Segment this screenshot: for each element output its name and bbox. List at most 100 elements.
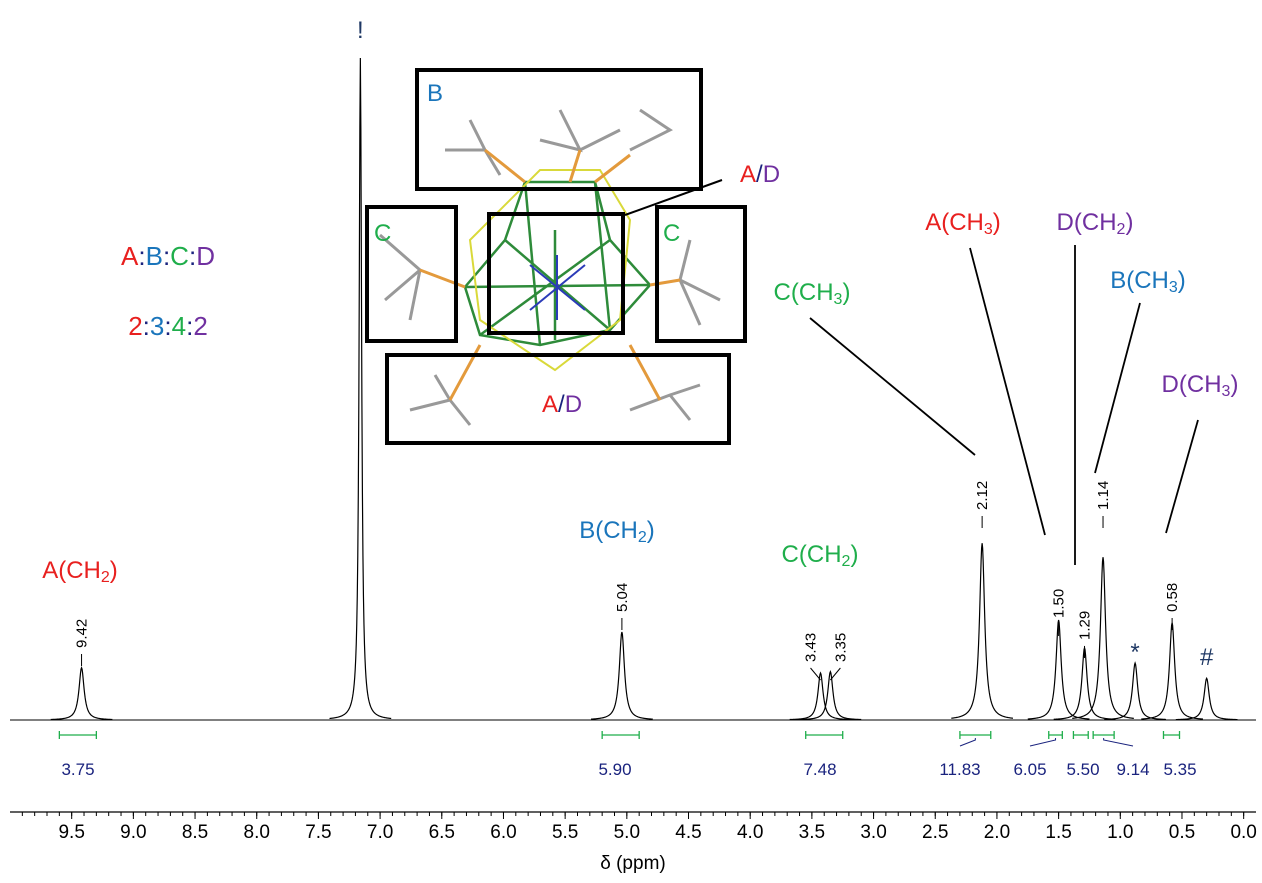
x-tick-label: 9.5 <box>58 822 84 843</box>
integral-label: 5.35 <box>1163 760 1196 779</box>
annotation: D(CH2) <box>1057 209 1134 238</box>
ratio-separator: : <box>163 241 170 271</box>
box-label: A/D <box>740 161 780 188</box>
annotation-part: ) <box>842 279 850 306</box>
integral-bracket <box>806 731 843 739</box>
structure <box>367 70 745 443</box>
integral-bracket <box>960 731 991 739</box>
box-label: A/D <box>542 391 582 418</box>
peak-marker: * <box>1130 639 1139 666</box>
label-part: D <box>763 161 780 188</box>
annotation-part: D(CH <box>1162 371 1222 398</box>
peak-tick <box>830 668 840 680</box>
ratio-separator: : <box>189 241 196 271</box>
peak <box>51 668 113 720</box>
integral-label: 6.05 <box>1013 760 1046 779</box>
integral-label: 7.48 <box>803 760 836 779</box>
annotation-part: A(CH <box>42 557 101 584</box>
leader-line <box>810 318 975 455</box>
ratio-letters: A:B:C:D <box>121 241 215 271</box>
ratio-separator: : <box>138 241 145 271</box>
annotation-part: ) <box>1125 209 1133 236</box>
peak-tick <box>811 668 821 680</box>
peak-marker: ! <box>357 17 364 44</box>
integral-leader <box>1104 738 1133 746</box>
x-tick-label: 8.5 <box>182 822 208 843</box>
peak <box>951 543 1013 718</box>
ratio-separator: : <box>143 311 150 341</box>
x-tick-label: 2.5 <box>922 822 948 843</box>
leader-line <box>1166 420 1198 533</box>
box-label: B <box>427 80 443 107</box>
annotation: A(CH3) <box>925 209 1001 238</box>
x-tick-label: 0.5 <box>1169 822 1195 843</box>
ratio-item: 2 <box>193 311 207 341</box>
label-part: A <box>542 391 558 418</box>
annotation-part: ) <box>993 209 1001 236</box>
x-tick-label: 5.5 <box>552 822 578 843</box>
ratio-separator: : <box>186 311 193 341</box>
annotation: B(CH2) <box>579 517 655 546</box>
integral-bracket <box>1073 731 1088 739</box>
x-tick-label: 3.0 <box>860 822 886 843</box>
annotation-part: 3 <box>834 291 843 308</box>
peak-label: 9.42 <box>74 619 91 648</box>
integral-bracket <box>1163 731 1179 739</box>
peak-label: 1.50 <box>1051 589 1068 618</box>
annotation-part: A(CH <box>925 209 984 236</box>
x-tick-label: 1.5 <box>1045 822 1071 843</box>
box-label: C <box>374 220 391 247</box>
peak <box>1176 678 1238 719</box>
ratio-item: 2 <box>128 311 142 341</box>
annotation-part: ) <box>1230 371 1238 398</box>
ratio-numbers: 2:3:4:2 <box>128 311 208 341</box>
annotation-part: B(CH <box>1110 267 1169 294</box>
peak-label: 3.35 <box>832 633 849 662</box>
peak-label: 2.12 <box>974 481 991 510</box>
ratio-item: D <box>196 241 215 271</box>
x-tick-label: 0.0 <box>1230 822 1256 843</box>
peak <box>1141 623 1203 719</box>
annotation: C(CH3) <box>774 279 851 308</box>
annotation-part: 2 <box>842 553 851 570</box>
peak <box>1104 663 1166 719</box>
integral-leader <box>1030 738 1056 746</box>
chart: 9.425.043.433.352.121.501.291.140.583.75… <box>0 0 1262 878</box>
ligands <box>380 110 720 425</box>
x-tick-label: 1.0 <box>1107 822 1133 843</box>
leader-line <box>625 180 722 215</box>
ratio-item: B <box>146 241 163 271</box>
x-tick-label: 5.0 <box>614 822 640 843</box>
integral-label: 3.75 <box>61 760 94 779</box>
x-tick-label: 7.5 <box>305 822 331 843</box>
annotation-part: D(CH <box>1057 209 1117 236</box>
integral-label: 5.90 <box>598 760 631 779</box>
x-tick-label: 8.0 <box>244 822 270 843</box>
annotation: A(CH2) <box>42 557 118 586</box>
annotation-part: 2 <box>101 569 110 586</box>
box-label: C <box>663 220 680 247</box>
annotation-part: 2 <box>1117 221 1126 238</box>
annotation-part: ) <box>647 517 655 544</box>
integral-label: 11.83 <box>939 760 980 779</box>
x-tick-label: 6.0 <box>490 822 516 843</box>
annotation-part: 3 <box>984 221 993 238</box>
peak-label: 1.14 <box>1095 481 1112 510</box>
integral-leader <box>960 738 975 746</box>
x-axis-label: δ (ppm) <box>600 853 665 874</box>
peak <box>800 672 862 720</box>
leader-line <box>1095 303 1140 473</box>
label-part: A <box>740 161 756 188</box>
x-tick-label: 7.0 <box>367 822 393 843</box>
annotation: B(CH3) <box>1110 267 1186 296</box>
ratio-item: A <box>121 241 139 271</box>
annotation-part: 3 <box>1222 383 1231 400</box>
x-tick-label: 9.0 <box>120 822 146 843</box>
cluster-sulfur <box>470 170 630 370</box>
annotation-part: 2 <box>638 529 647 546</box>
ratio-separator: : <box>164 311 171 341</box>
peak <box>591 632 653 719</box>
ratio-item: 3 <box>150 311 164 341</box>
annotation-part: ) <box>110 557 118 584</box>
annotation: C(CH2) <box>782 541 859 570</box>
